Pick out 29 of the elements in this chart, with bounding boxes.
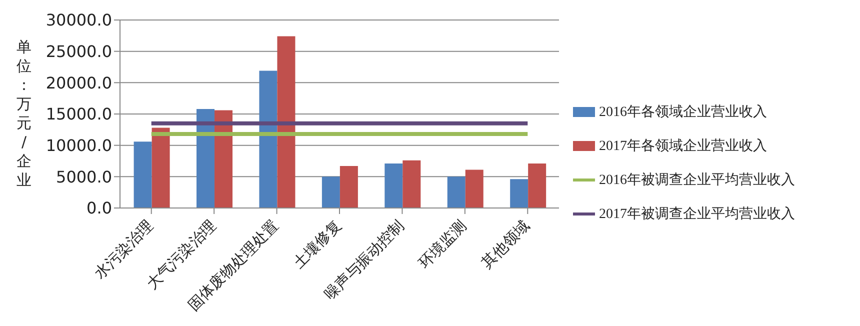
bar (134, 142, 152, 208)
bar (402, 160, 421, 208)
bar (340, 166, 358, 208)
bar (528, 164, 546, 208)
y-tick-label: 0.0 (86, 198, 112, 218)
bar (510, 179, 528, 208)
bar (384, 164, 403, 208)
y-tick-label: 25000.0 (46, 42, 112, 62)
bar (152, 128, 170, 208)
x-tick-label: 其他领域 (478, 217, 533, 272)
y-tick-label: 15000.0 (46, 104, 112, 124)
legend-label: 2016年各领域企业营业收入 (599, 104, 767, 121)
y-tick-label: 20000.0 (46, 73, 112, 92)
bar (277, 36, 296, 208)
y-tick-label: 30000.0 (46, 10, 112, 30)
x-tick-label: 土壤修复 (290, 217, 345, 272)
y-axis-title: 单位：万元/企业 (16, 38, 32, 190)
y-tick-label: 10000.0 (46, 136, 112, 156)
legend-label: 2016年被调查企业平均营业收入 (599, 172, 795, 189)
legend-label: 2017年被调查企业平均营业收入 (599, 206, 795, 223)
bar (259, 70, 278, 208)
x-tick-label: 环境监测 (416, 217, 470, 272)
bar (322, 176, 340, 208)
y-tick-label: 5000.0 (56, 167, 112, 186)
bar (196, 108, 215, 208)
bar (214, 110, 233, 208)
bar (465, 170, 484, 208)
legend-label: 2017年各领域企业营业收入 (599, 138, 767, 155)
bar (447, 176, 466, 208)
